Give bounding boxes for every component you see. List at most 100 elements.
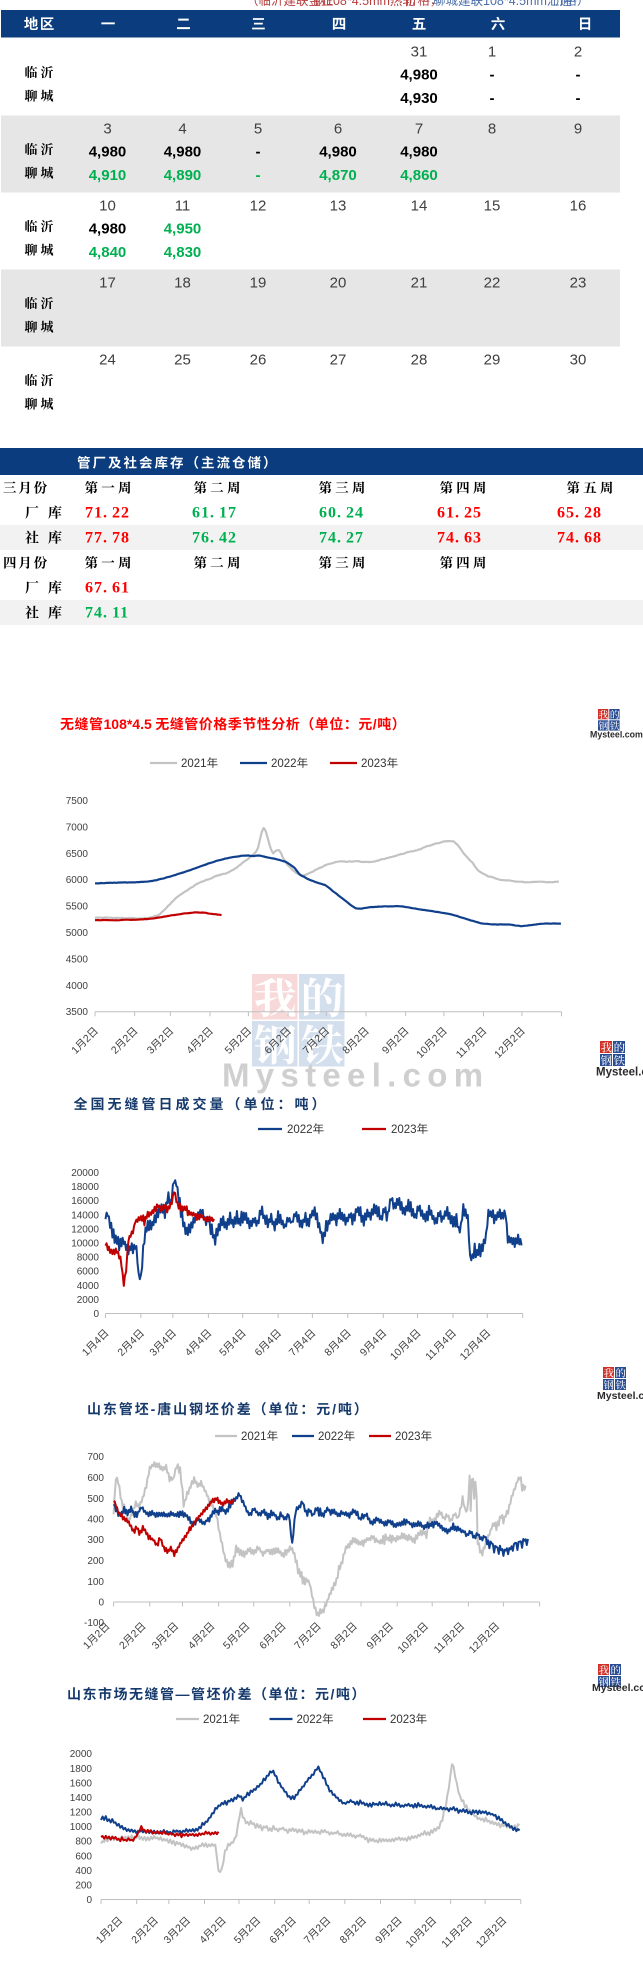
- svg-text:108*4.5: 108*4.5: [104, 716, 152, 732]
- svg-text:Mysteel: Mysteel: [590, 730, 622, 740]
- svg-text:4,930: 4,930: [400, 90, 438, 107]
- svg-text:4,870: 4,870: [319, 167, 357, 184]
- svg-text:25: 25: [464, 505, 482, 522]
- svg-text:-: -: [490, 67, 495, 84]
- svg-text:74.: 74.: [85, 605, 108, 622]
- svg-text:-: -: [256, 167, 261, 184]
- svg-text:30: 30: [570, 352, 587, 369]
- svg-text:.com: .com: [631, 1682, 643, 1694]
- svg-text:4,950: 4,950: [164, 221, 202, 238]
- svg-text:4000: 4000: [66, 981, 89, 992]
- svg-text:500: 500: [87, 1494, 104, 1505]
- svg-text:22: 22: [112, 505, 130, 522]
- svg-text:2022: 2022: [287, 1124, 313, 1136]
- svg-text:2000: 2000: [70, 1749, 93, 1760]
- svg-text:20: 20: [330, 275, 347, 292]
- svg-text:/: /: [331, 1686, 335, 1702]
- svg-text:4,910: 4,910: [89, 167, 127, 184]
- svg-text:2000: 2000: [77, 1295, 100, 1306]
- svg-text:1800: 1800: [70, 1764, 93, 1775]
- svg-text:76.: 76.: [192, 530, 215, 547]
- svg-text:4,980: 4,980: [319, 144, 357, 161]
- svg-text:0: 0: [98, 1598, 104, 1609]
- svg-text:24: 24: [99, 352, 116, 369]
- svg-text:4,980: 4,980: [89, 144, 127, 161]
- svg-text:19: 19: [250, 275, 267, 292]
- svg-text:2021: 2021: [241, 1431, 267, 1443]
- svg-text:/: /: [332, 1401, 336, 1417]
- svg-text:400: 400: [87, 1515, 104, 1526]
- svg-text:28: 28: [411, 352, 428, 369]
- svg-text:300: 300: [87, 1535, 104, 1546]
- svg-text:.com: .com: [622, 730, 643, 740]
- svg-text:2: 2: [574, 44, 582, 61]
- svg-text:21: 21: [411, 275, 428, 292]
- svg-text:4,980: 4,980: [89, 221, 127, 238]
- svg-text:4,980: 4,980: [164, 144, 202, 161]
- svg-text:17: 17: [219, 505, 237, 522]
- svg-text:74.: 74.: [437, 530, 460, 547]
- svg-text:2023: 2023: [390, 1714, 416, 1726]
- svg-text:6500: 6500: [66, 849, 89, 860]
- svg-text:1000: 1000: [70, 1822, 93, 1833]
- svg-text:-100: -100: [84, 1618, 104, 1629]
- svg-text:Mysteel: Mysteel: [596, 1067, 638, 1079]
- svg-text:12: 12: [250, 198, 267, 215]
- svg-text:600: 600: [87, 1473, 104, 1484]
- svg-text:4000: 4000: [77, 1281, 100, 1292]
- svg-text:200: 200: [87, 1556, 104, 1567]
- svg-text:16: 16: [570, 198, 587, 215]
- svg-text:1600: 1600: [70, 1778, 93, 1789]
- svg-text:，: ，: [430, 0, 443, 8]
- svg-text:4,830: 4,830: [164, 244, 202, 261]
- svg-text:1: 1: [488, 44, 496, 61]
- svg-text:-: -: [576, 90, 581, 107]
- svg-text:9: 9: [574, 121, 582, 138]
- svg-text:6000: 6000: [66, 875, 89, 886]
- svg-text:-: -: [490, 90, 495, 107]
- svg-text:108*4.5mm热轧: 108*4.5mm热轧: [326, 0, 415, 8]
- svg-text:3: 3: [103, 121, 111, 138]
- svg-text:-: -: [256, 144, 261, 161]
- svg-text:-: -: [151, 1401, 156, 1417]
- svg-text:20000: 20000: [71, 1168, 99, 1179]
- svg-text:71.: 71.: [85, 505, 108, 522]
- svg-text:.com: .com: [638, 1067, 643, 1079]
- svg-text:61: 61: [112, 580, 130, 597]
- svg-text:11: 11: [112, 605, 129, 622]
- svg-text:2021: 2021: [203, 1714, 229, 1726]
- svg-text:0: 0: [93, 1309, 99, 1320]
- svg-text:42: 42: [219, 530, 237, 547]
- svg-text:4,890: 4,890: [164, 167, 202, 184]
- svg-text:68: 68: [584, 530, 602, 547]
- svg-text:29: 29: [484, 352, 501, 369]
- svg-text:8000: 8000: [77, 1253, 100, 1264]
- svg-text:4,980: 4,980: [400, 144, 438, 161]
- svg-text:4,980: 4,980: [400, 67, 438, 84]
- svg-text:3500: 3500: [66, 1007, 89, 1018]
- svg-text:200: 200: [75, 1880, 92, 1891]
- svg-text:26: 26: [250, 352, 267, 369]
- svg-text:建联金正: 建联金正: [284, 0, 334, 8]
- svg-text:0: 0: [86, 1895, 92, 1906]
- svg-text:14000: 14000: [71, 1210, 99, 1221]
- svg-text:Mysteel: Mysteel: [597, 1390, 636, 1402]
- svg-text:建联108*4.5mm汇通: 建联108*4.5mm汇通: [458, 0, 572, 8]
- svg-text:27: 27: [346, 530, 364, 547]
- svg-text:78: 78: [112, 530, 130, 547]
- svg-text:4500: 4500: [66, 954, 89, 965]
- svg-text:6000: 6000: [77, 1267, 100, 1278]
- svg-text:17: 17: [99, 275, 116, 292]
- svg-text:74.: 74.: [557, 530, 580, 547]
- svg-text:74.: 74.: [319, 530, 342, 547]
- svg-text:100: 100: [87, 1577, 104, 1588]
- svg-text:15: 15: [484, 198, 501, 215]
- svg-text:4,840: 4,840: [89, 244, 127, 261]
- svg-text:60.: 60.: [319, 505, 342, 522]
- svg-text:63: 63: [464, 530, 482, 547]
- svg-text:16000: 16000: [71, 1196, 99, 1207]
- svg-text:5: 5: [254, 121, 262, 138]
- svg-text:7000: 7000: [66, 822, 89, 833]
- svg-text:77.: 77.: [85, 530, 108, 547]
- svg-text:13: 13: [330, 198, 347, 215]
